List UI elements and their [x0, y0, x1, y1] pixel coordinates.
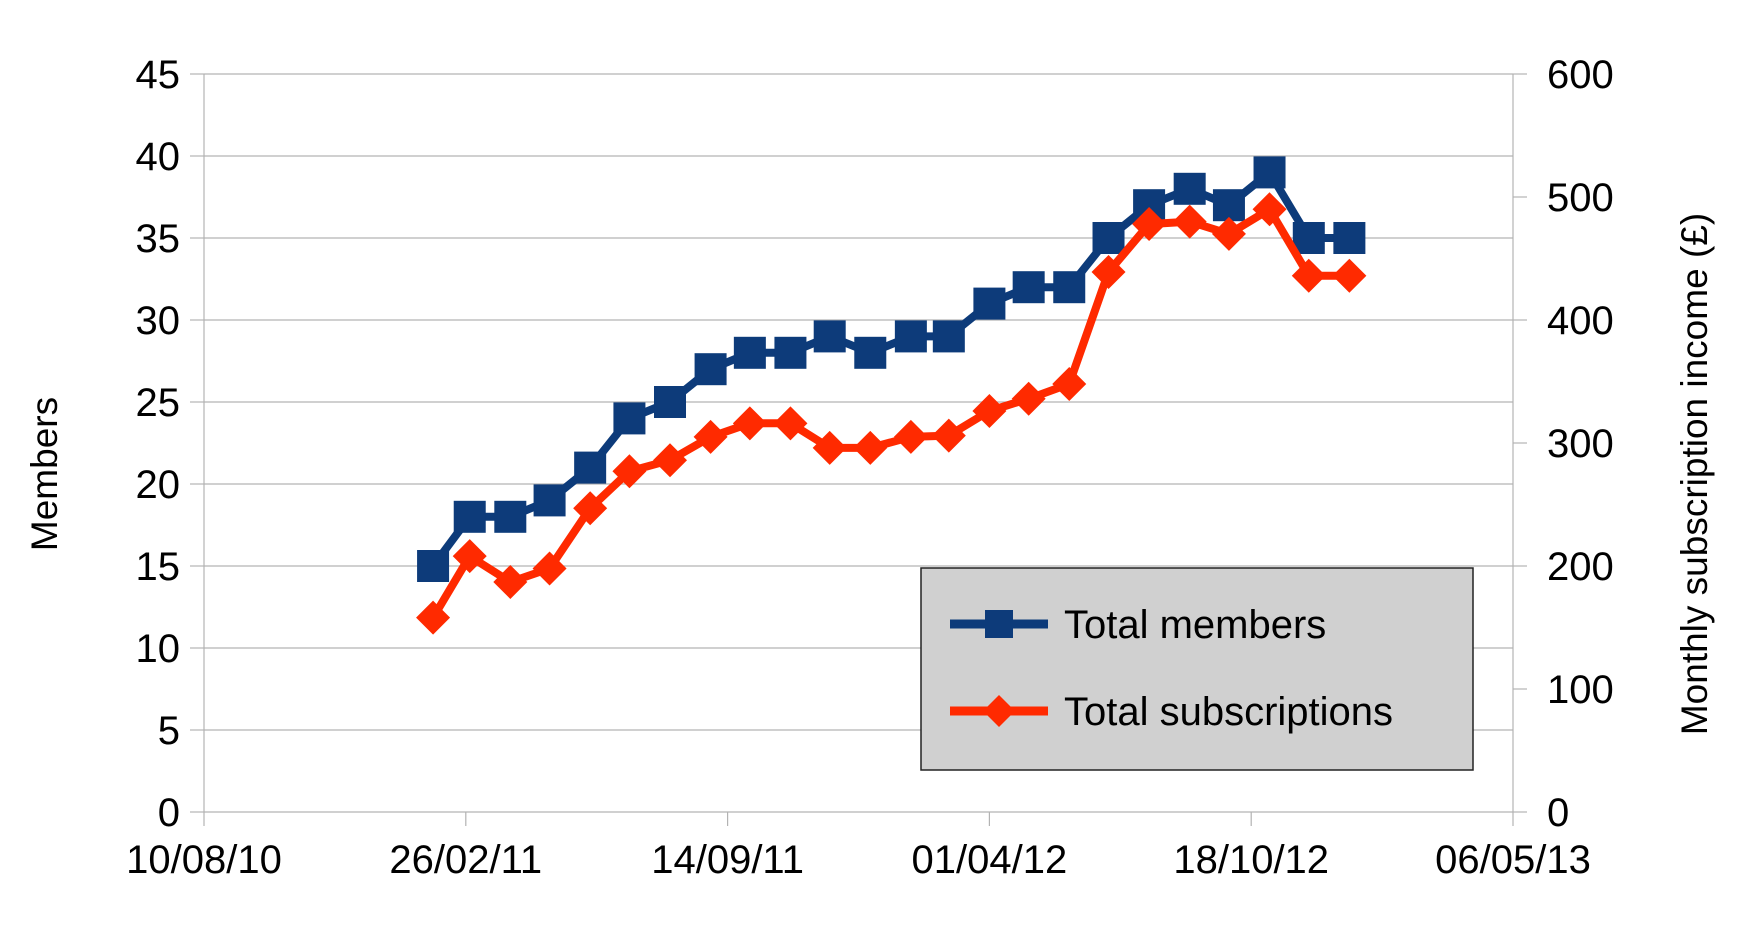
data-point-members: [417, 550, 450, 582]
y2-tick-label: 200: [1547, 545, 1614, 589]
y-tick-label: 0: [158, 791, 180, 835]
data-point-subscriptions: [1011, 381, 1046, 416]
y2-tick-label: 500: [1547, 176, 1614, 220]
legend-label-subscriptions: Total subscriptions: [1064, 690, 1393, 734]
legend-label-members: Total members: [1064, 603, 1326, 647]
data-point-subscriptions: [1052, 366, 1087, 401]
data-point-members: [854, 336, 887, 369]
data-point-members: [494, 500, 527, 533]
legend-marker-subscriptions: [983, 695, 1015, 727]
legend-box: [920, 567, 1474, 771]
data-point-subscriptions: [972, 394, 1007, 429]
data-point-subscriptions: [812, 430, 847, 465]
y2-axis-label: Monthly subscription income (£): [1674, 213, 1715, 735]
y-tick-label: 30: [136, 299, 181, 343]
data-point-members: [733, 336, 766, 369]
axes: 0 5 10 15 20 25 30 35 40 45 0 100 200 300 400 500 600 10/…: [126, 53, 1614, 882]
data-point-subscriptions: [1091, 255, 1126, 290]
data-point-subscriptions: [931, 418, 966, 453]
data-point-subscriptions: [653, 443, 688, 478]
x-tick-label: 06/05/13: [1435, 838, 1591, 882]
data-point-members: [453, 500, 486, 533]
data-point-subscriptions: [732, 406, 767, 441]
y-tick-label: 25: [136, 381, 181, 425]
legend-item-members: Total members: [950, 603, 1326, 647]
data-point-members: [1292, 222, 1325, 254]
data-point-subscriptions: [693, 419, 728, 454]
y-tick-label: 45: [136, 53, 181, 97]
data-point-members: [654, 386, 687, 418]
y2-tick-label: 100: [1547, 668, 1614, 712]
data-point-subscriptions: [1132, 207, 1167, 242]
data-point-members: [1212, 189, 1245, 222]
data-point-subscriptions: [573, 491, 608, 526]
data-point-subscriptions: [493, 564, 528, 599]
y2-tick-label: 400: [1547, 299, 1614, 343]
data-point-members: [1253, 156, 1286, 189]
y-tick-label: 10: [136, 627, 181, 671]
data-point-members: [894, 320, 927, 353]
y-tick-label: 20: [136, 463, 181, 507]
data-point-subscriptions: [612, 454, 647, 489]
data-point-subscriptions: [1172, 204, 1207, 239]
y-tick-label: 15: [136, 545, 181, 589]
y-tick-label: 35: [136, 217, 181, 261]
data-point-subscriptions: [532, 551, 567, 586]
data-point-members: [774, 336, 807, 369]
data-point-subscriptions: [893, 419, 928, 454]
data-point-members: [813, 320, 846, 353]
x-tick-label: 26/02/11: [389, 838, 542, 882]
data-point-members: [932, 320, 965, 353]
data-point-subscriptions: [1252, 192, 1287, 227]
data-point-members: [533, 484, 566, 517]
data-point-subscriptions: [452, 539, 487, 574]
data-point-subscriptions: [853, 430, 888, 465]
data-point-members: [1012, 271, 1045, 304]
data-point-subscriptions: [1211, 216, 1246, 251]
data-point-subscriptions: [416, 600, 451, 635]
y-tick-label: 5: [158, 709, 180, 753]
series-line-1: [429, 205, 1350, 620]
series-layer: [416, 156, 1367, 635]
data-point-members: [1092, 222, 1125, 254]
x-tick-label: 18/10/12: [1173, 838, 1329, 882]
data-point-subscriptions: [1332, 258, 1367, 293]
legend: Total members Total subscriptions: [920, 567, 1474, 771]
x-tick-label: 01/04/12: [912, 838, 1068, 882]
data-point-members: [694, 353, 727, 386]
y-tick-label: 40: [136, 135, 181, 179]
data-point-members: [973, 287, 1006, 320]
y2-tick-label: 300: [1547, 422, 1614, 466]
legend-item-subscriptions: Total subscriptions: [950, 690, 1393, 734]
data-point-members: [1333, 222, 1366, 254]
x-tick-label: 10/08/10: [126, 838, 282, 882]
y-axis-label: Members: [24, 397, 65, 551]
data-point-subscriptions: [1291, 258, 1326, 293]
data-point-members: [1173, 172, 1206, 205]
legend-marker-members: [985, 610, 1013, 638]
y2-tick-label: 600: [1547, 53, 1614, 97]
data-point-members: [613, 402, 646, 435]
data-point-subscriptions: [773, 406, 808, 441]
y2-tick-label: 0: [1547, 791, 1569, 835]
data-point-members: [574, 451, 607, 484]
data-point-members: [1053, 271, 1086, 304]
x-tick-label: 14/09/11: [651, 838, 804, 882]
